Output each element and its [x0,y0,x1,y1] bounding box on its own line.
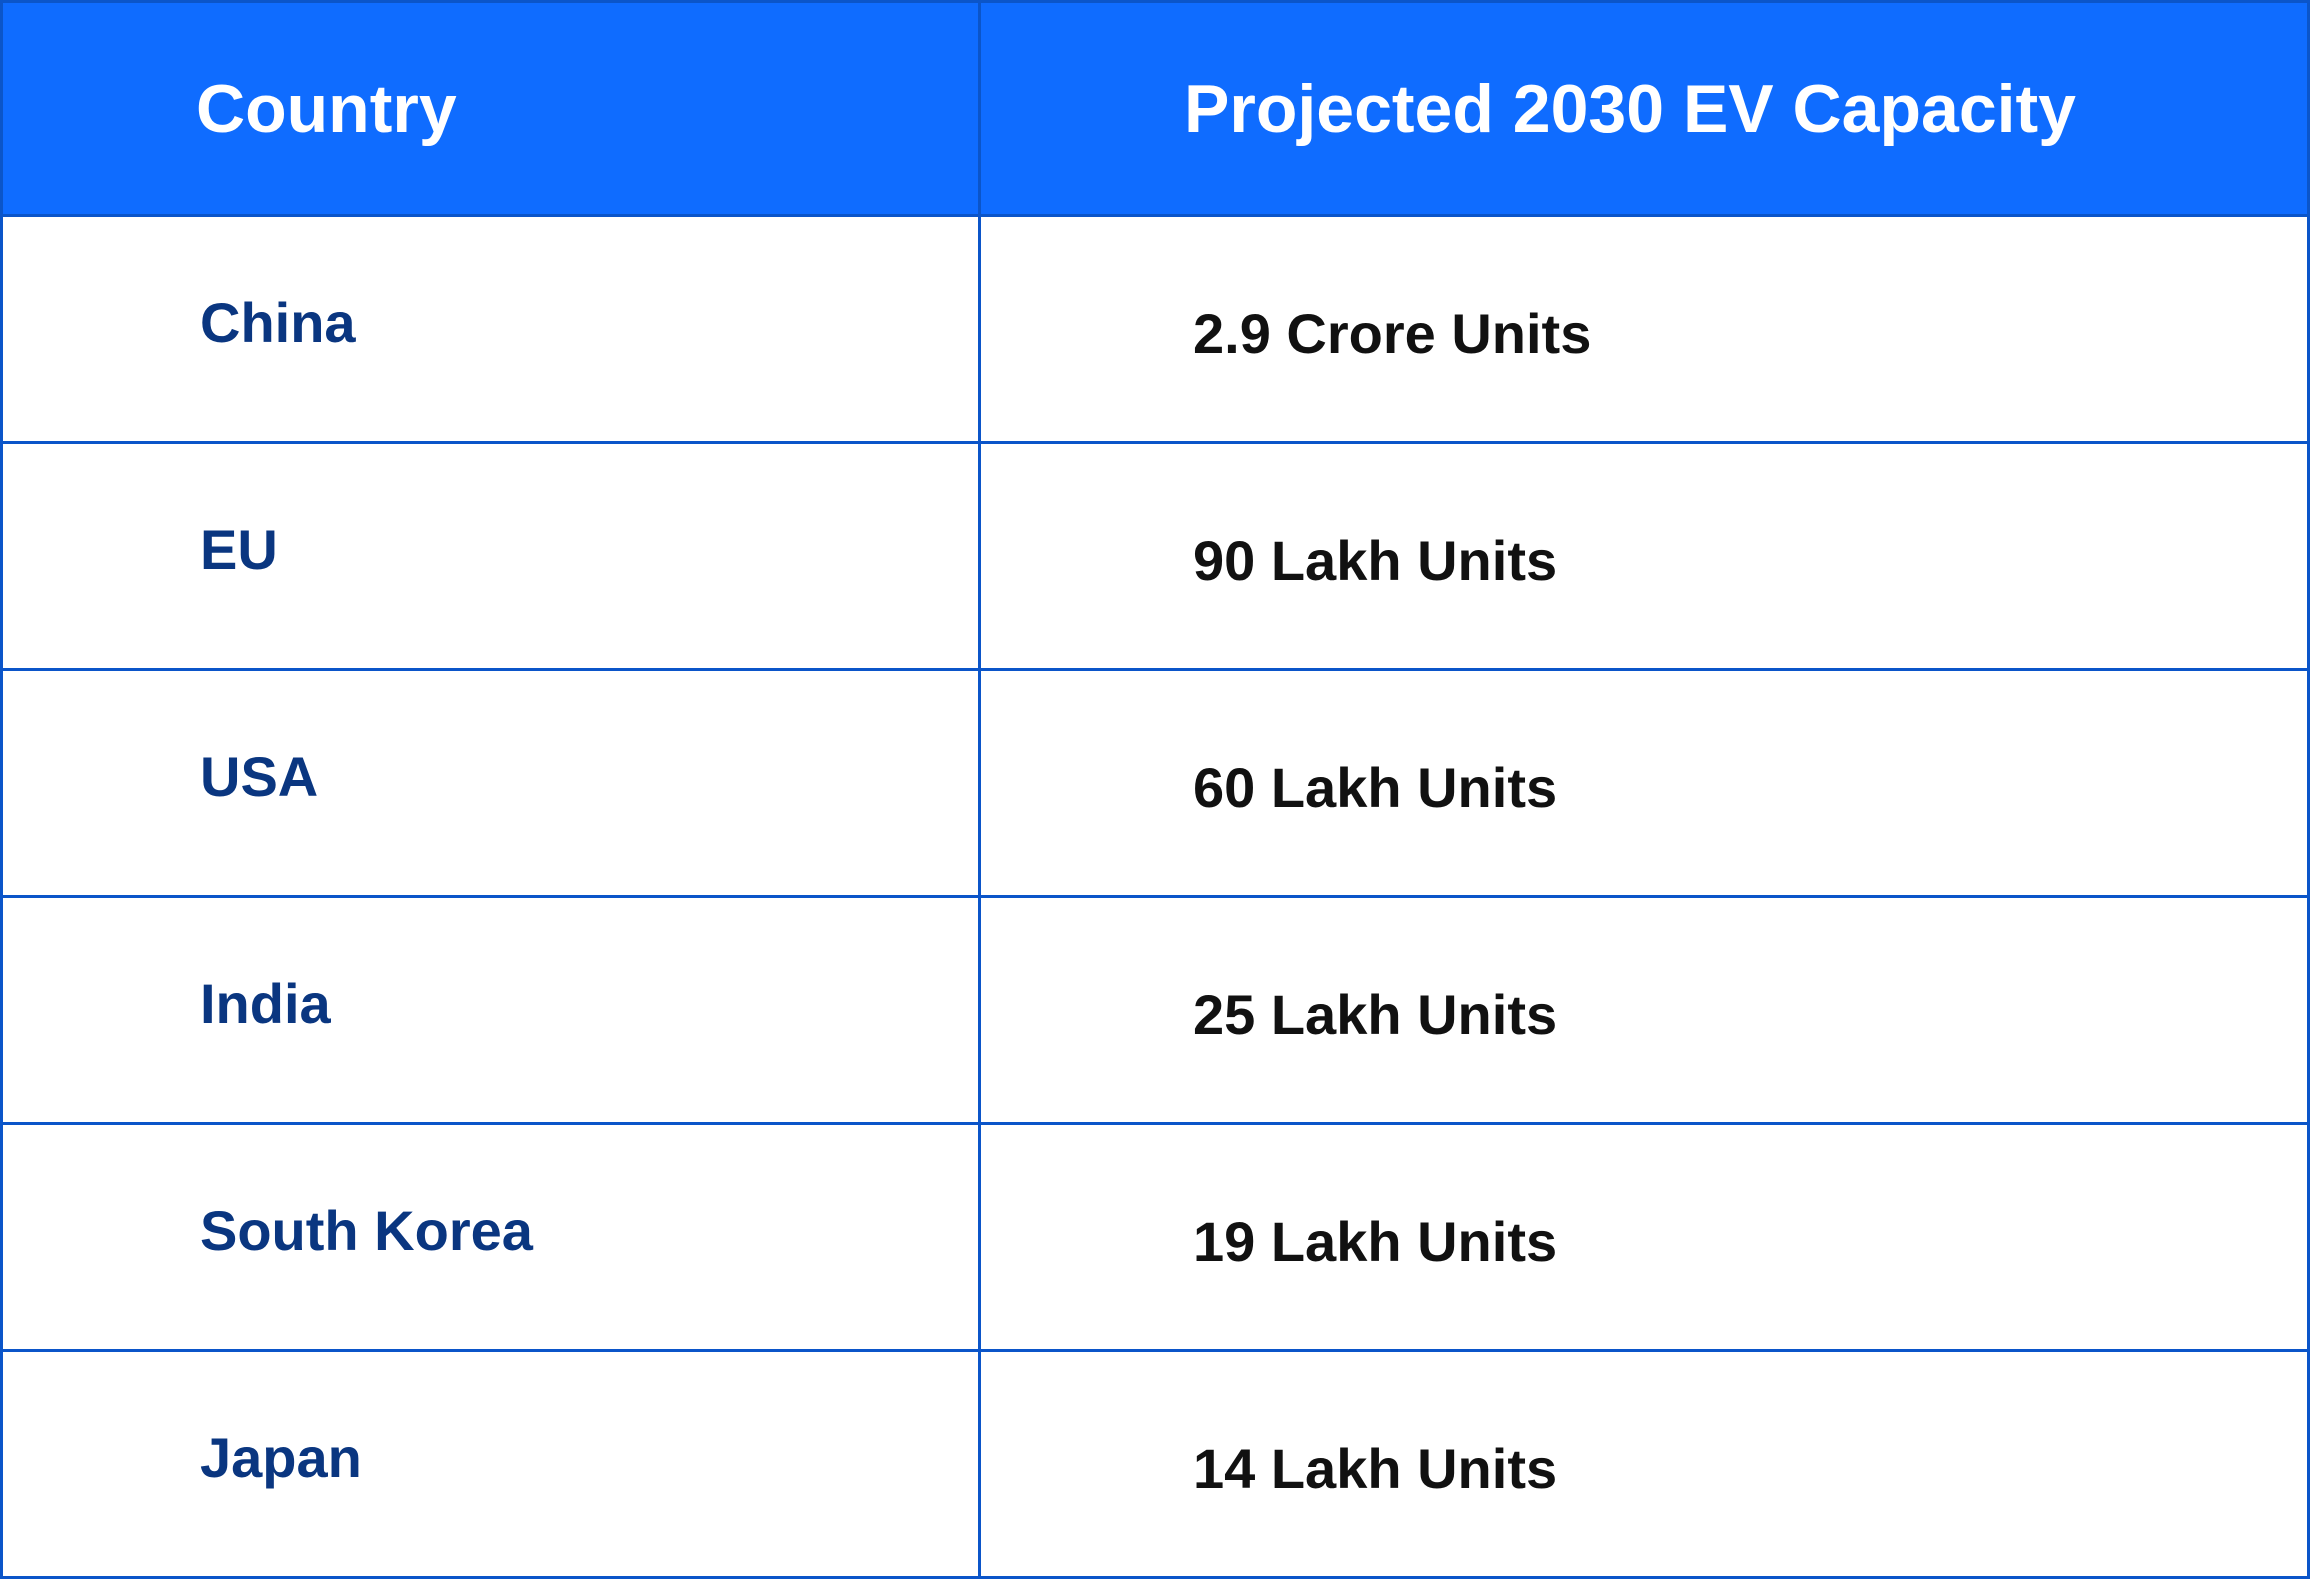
header-row: Country Projected 2030 EV Capacity [0,0,2310,217]
table-row: Japan 14 Lakh Units [0,1349,2310,1579]
country-cell: China [0,214,981,444]
country-cell: EU [0,441,981,671]
country-cell: India [0,895,981,1125]
table-row: EU 90 Lakh Units [0,441,2310,671]
country-cell: Japan [0,1349,981,1579]
capacity-cell: 60 Lakh Units [978,668,2310,898]
capacity-cell: 25 Lakh Units [978,895,2310,1125]
country-cell: South Korea [0,1122,981,1352]
capacity-cell: 90 Lakh Units [978,441,2310,671]
capacity-cell: 14 Lakh Units [978,1349,2310,1579]
header-country: Country [0,0,981,217]
table-row: South Korea 19 Lakh Units [0,1122,2310,1352]
table-row-highlighted: India 25 Lakh Units [0,895,2310,1125]
table-row: USA 60 Lakh Units [0,668,2310,898]
capacity-cell: 19 Lakh Units [978,1122,2310,1352]
header-capacity: Projected 2030 EV Capacity [978,0,2310,217]
table-row: China 2.9 Crore Units [0,214,2310,444]
country-cell: USA [0,668,981,898]
capacity-cell: 2.9 Crore Units [978,214,2310,444]
